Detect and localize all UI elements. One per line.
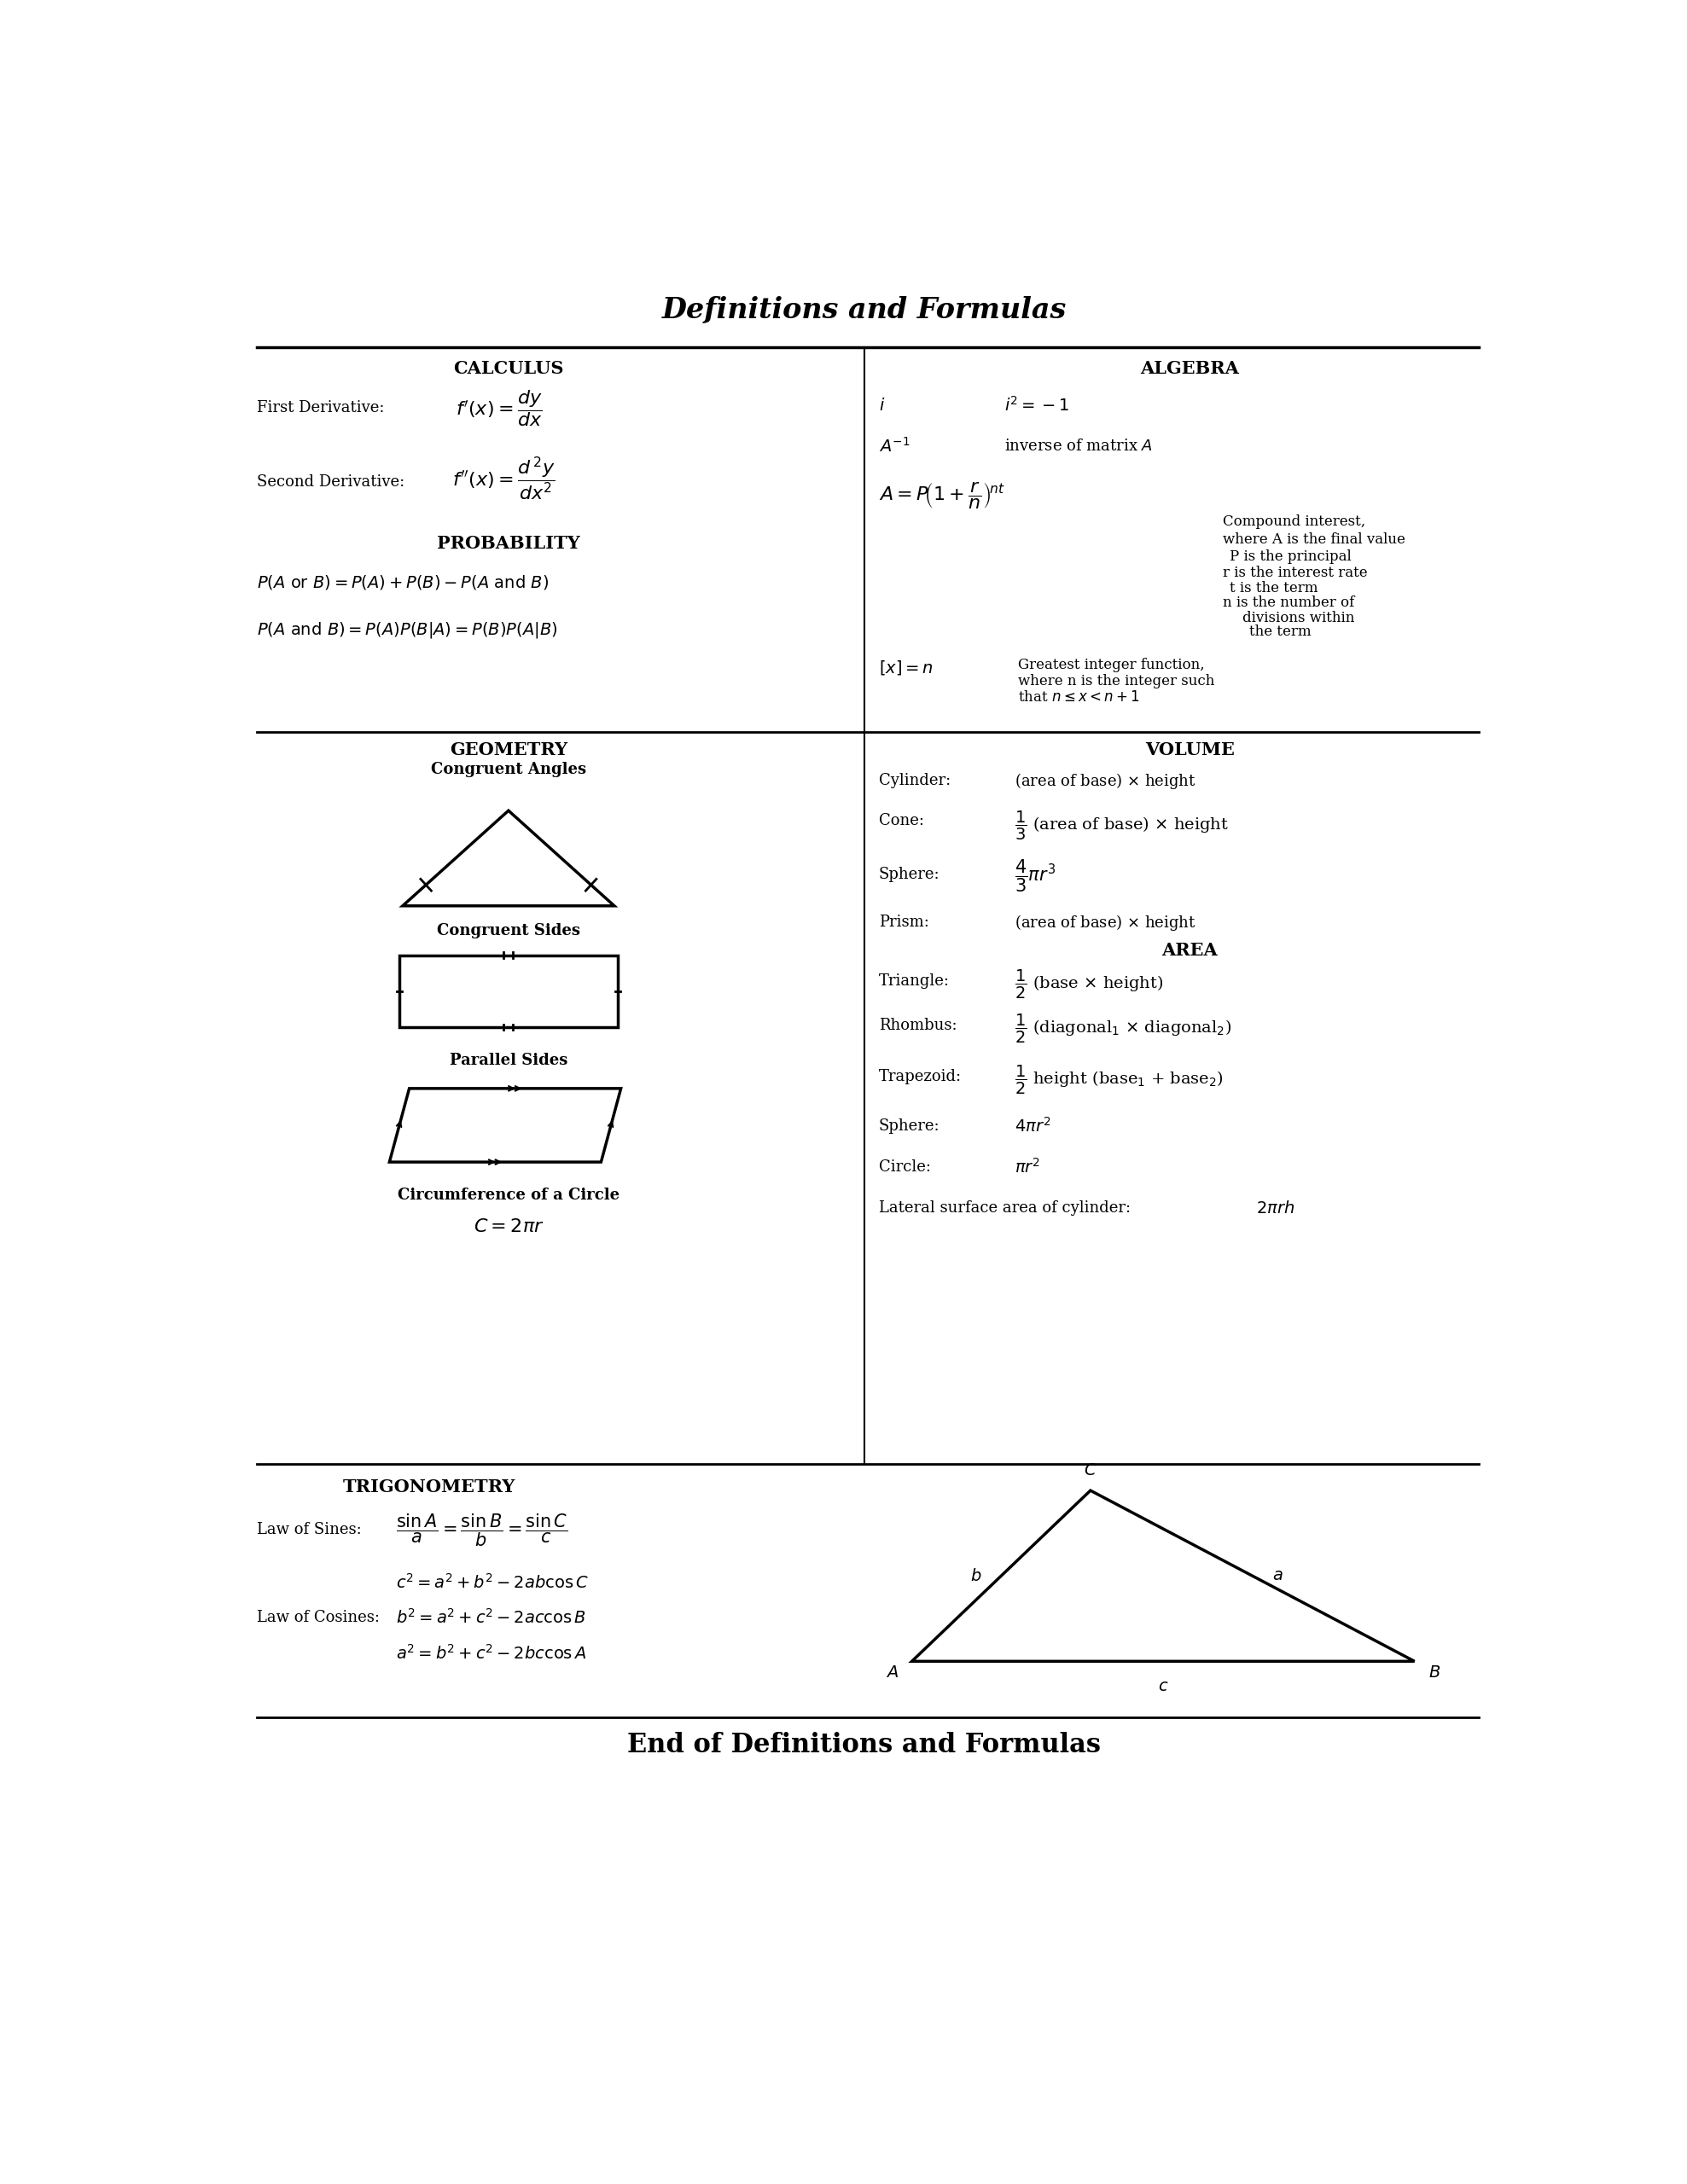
Text: where A is the final value: where A is the final value (1223, 533, 1405, 546)
Text: (area of base) $\times$ height: (area of base) $\times$ height (1014, 771, 1196, 791)
Text: r is the interest rate: r is the interest rate (1223, 566, 1368, 581)
Text: Second Derivative:: Second Derivative: (256, 474, 405, 489)
Text: P is the principal: P is the principal (1230, 548, 1351, 563)
Text: Circle:: Circle: (879, 1160, 931, 1175)
Text: $P(A\ \mathrm{and}\ B) = P(A)P(B|A) = P(B)P(A|B)$: $P(A\ \mathrm{and}\ B) = P(A)P(B|A) = P(… (256, 620, 558, 640)
Text: $C = 2\pi r$: $C = 2\pi r$ (472, 1216, 543, 1236)
Text: $4\pi r^2$: $4\pi r^2$ (1014, 1116, 1051, 1136)
Text: $\dfrac{1}{3}$ (area of base) $\times$ height: $\dfrac{1}{3}$ (area of base) $\times$ h… (1014, 810, 1228, 843)
Text: $B$: $B$ (1429, 1666, 1441, 1682)
Text: Triangle:: Triangle: (879, 974, 950, 989)
Text: ALGEBRA: ALGEBRA (1140, 360, 1238, 378)
Text: $\pi r^2$: $\pi r^2$ (1014, 1158, 1039, 1177)
Text: Lateral surface area of cylinder:: Lateral surface area of cylinder: (879, 1201, 1130, 1216)
Text: $f''(x) = \dfrac{d^{\,2}y}{dx^2}$: $f''(x) = \dfrac{d^{\,2}y}{dx^2}$ (452, 454, 555, 502)
Text: Law of Cosines:: Law of Cosines: (256, 1610, 380, 1625)
Text: $\dfrac{4}{3}\pi r^3$: $\dfrac{4}{3}\pi r^3$ (1014, 858, 1056, 895)
Text: t is the term: t is the term (1230, 581, 1318, 596)
Text: $c$: $c$ (1157, 1679, 1169, 1695)
Text: $a$: $a$ (1272, 1568, 1284, 1583)
Text: $\dfrac{1}{2}$ height (base$_1$ + base$_2$): $\dfrac{1}{2}$ height (base$_1$ + base$_… (1014, 1064, 1223, 1096)
Text: AREA: AREA (1162, 941, 1218, 959)
Text: $C$: $C$ (1083, 1463, 1097, 1479)
Text: $A$: $A$ (886, 1666, 899, 1682)
Text: that $n \leq x < n + 1$: that $n \leq x < n + 1$ (1017, 690, 1139, 705)
Text: Sphere:: Sphere: (879, 867, 940, 882)
Text: TRIGONOMETRY: TRIGONOMETRY (342, 1479, 516, 1496)
Text: Sphere:: Sphere: (879, 1118, 940, 1133)
Text: $A^{-1}$: $A^{-1}$ (879, 437, 909, 454)
Text: divisions within: divisions within (1243, 612, 1355, 625)
Bar (400, 954, 617, 1026)
Text: First Derivative:: First Derivative: (256, 400, 385, 415)
Text: Definitions and Formulas: Definitions and Formulas (661, 295, 1066, 323)
Text: $\dfrac{\sin A}{a} = \dfrac{\sin B}{b} = \dfrac{\sin C}{c}$: $\dfrac{\sin A}{a} = \dfrac{\sin B}{b} =… (396, 1511, 569, 1548)
Text: Congruent Angles: Congruent Angles (430, 762, 585, 778)
Text: Compound interest,: Compound interest, (1223, 513, 1365, 529)
Text: GEOMETRY: GEOMETRY (449, 740, 567, 758)
Text: Parallel Sides: Parallel Sides (449, 1053, 567, 1068)
Text: Cone:: Cone: (879, 812, 924, 828)
Text: CALCULUS: CALCULUS (454, 360, 563, 378)
Text: where n is the integer such: where n is the integer such (1017, 675, 1215, 688)
Text: n is the number of: n is the number of (1223, 596, 1355, 609)
Text: Greatest integer function,: Greatest integer function, (1017, 657, 1205, 673)
Text: $P(A\ \mathrm{or}\ B) = P(A) + P(B) - P(A\ \mathrm{and}\ B)$: $P(A\ \mathrm{or}\ B) = P(A) + P(B) - P(… (256, 572, 550, 592)
Text: End of Definitions and Formulas: End of Definitions and Formulas (628, 1732, 1102, 1758)
Text: $f'(x) = \dfrac{dy}{dx}$: $f'(x) = \dfrac{dy}{dx}$ (455, 389, 542, 428)
Text: Circumference of a Circle: Circumference of a Circle (398, 1188, 619, 1203)
Text: the term: the term (1248, 625, 1311, 640)
Text: $i$: $i$ (879, 397, 886, 413)
Text: $2\pi rh$: $2\pi rh$ (1255, 1199, 1294, 1216)
Text: $i^2 = -1$: $i^2 = -1$ (1004, 395, 1070, 415)
Text: Law of Sines:: Law of Sines: (256, 1522, 363, 1538)
Text: (area of base) $\times$ height: (area of base) $\times$ height (1014, 913, 1196, 933)
Text: $A = P\!\left(1+\dfrac{r}{n}\right)^{\!nt}$: $A = P\!\left(1+\dfrac{r}{n}\right)^{\!n… (879, 480, 1005, 511)
Text: Cylinder:: Cylinder: (879, 773, 951, 788)
Text: Prism:: Prism: (879, 915, 930, 930)
Text: Trapezoid:: Trapezoid: (879, 1068, 962, 1083)
Text: $b$: $b$ (970, 1568, 982, 1583)
Text: $c^2 = a^2 + b^2 - 2ab\cos C$: $c^2 = a^2 + b^2 - 2ab\cos C$ (396, 1572, 589, 1592)
Text: Rhombus:: Rhombus: (879, 1018, 957, 1033)
Text: $a^2 = b^2 + c^2 - 2bc\cos A$: $a^2 = b^2 + c^2 - 2bc\cos A$ (396, 1645, 587, 1662)
Text: $[x] = n$: $[x] = n$ (879, 657, 933, 677)
Text: PROBABILITY: PROBABILITY (437, 535, 580, 553)
Text: $b^2 = a^2 + c^2 - 2ac\cos B$: $b^2 = a^2 + c^2 - 2ac\cos B$ (396, 1607, 587, 1627)
Text: $\dfrac{1}{2}$ (base $\times$ height): $\dfrac{1}{2}$ (base $\times$ height) (1014, 968, 1162, 1000)
Text: $\dfrac{1}{2}$ (diagonal$_1$ $\times$ diagonal$_2$): $\dfrac{1}{2}$ (diagonal$_1$ $\times$ di… (1014, 1013, 1232, 1044)
Text: VOLUME: VOLUME (1145, 740, 1235, 758)
Text: Congruent Sides: Congruent Sides (437, 924, 580, 939)
Text: inverse of matrix $A$: inverse of matrix $A$ (1004, 439, 1152, 454)
